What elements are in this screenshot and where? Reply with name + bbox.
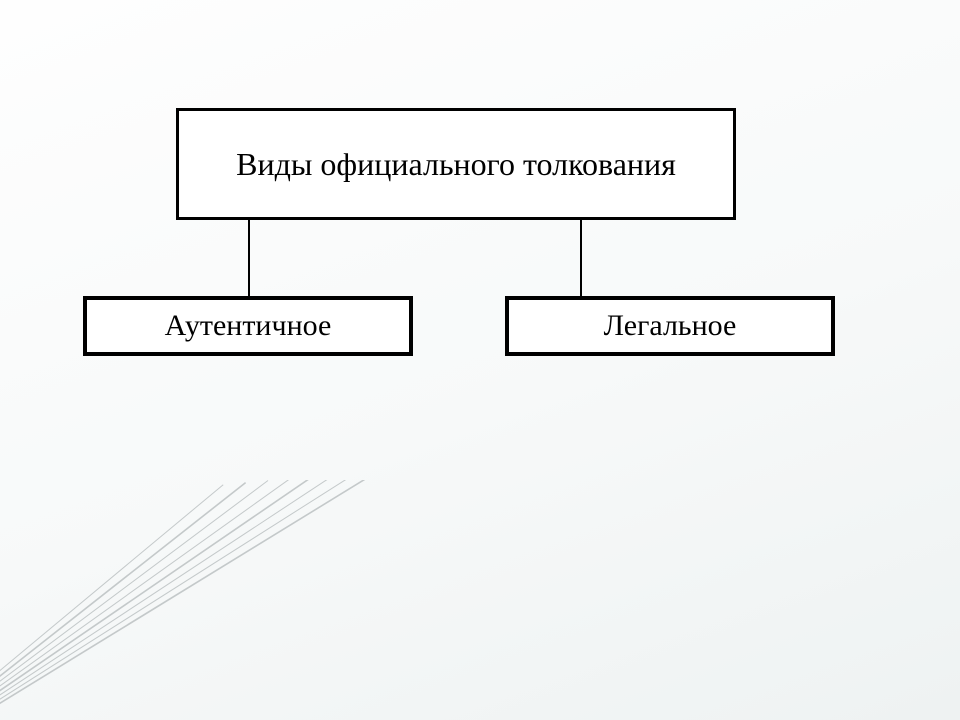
node-left: Аутентичное	[83, 296, 413, 356]
node-root: Виды официального толкования	[176, 108, 736, 220]
corner-decoration	[0, 480, 380, 720]
edge-root-left	[248, 220, 250, 296]
node-left-label: Аутентичное	[165, 307, 332, 345]
node-right: Легальное	[505, 296, 835, 356]
slide-canvas: Виды официального толкования Аутентичное…	[0, 0, 960, 720]
edge-root-right	[580, 220, 582, 296]
node-root-label: Виды официального толкования	[236, 144, 676, 184]
node-right-label: Легальное	[604, 307, 737, 345]
